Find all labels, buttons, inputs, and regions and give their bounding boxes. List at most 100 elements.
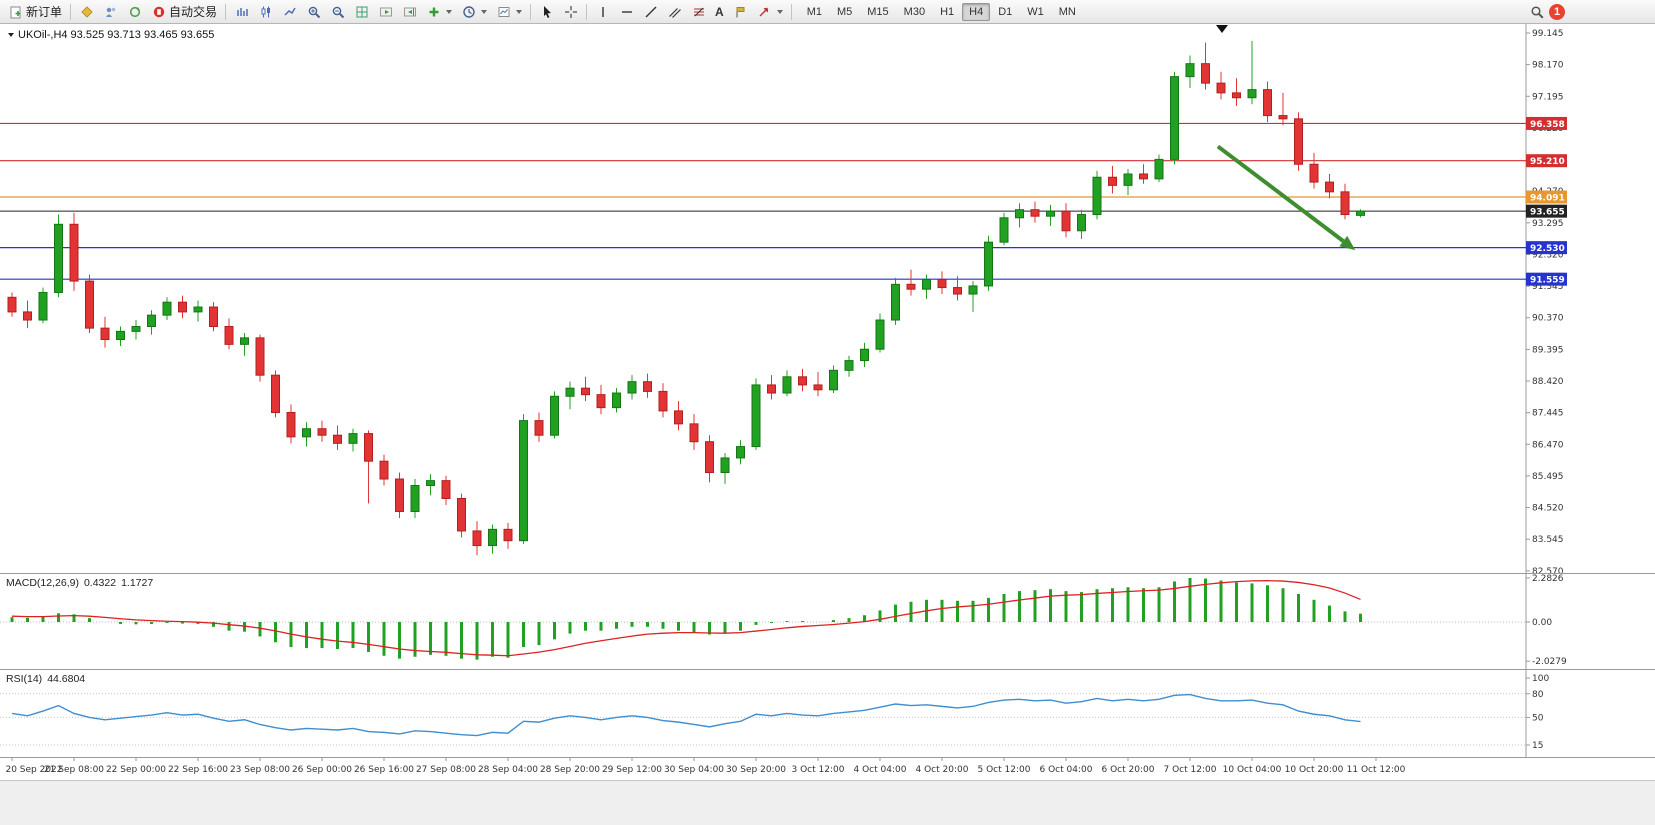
svg-text:0.00: 0.00 [1532,618,1552,628]
zoom-out-button[interactable] [326,2,349,22]
symbol-ohlc-text: UKOil-,H4 93.525 93.713 93.465 93.655 [18,29,215,41]
macd-name: MACD(12,26,9) [6,577,79,589]
tile-windows-icon [354,4,369,19]
timeframe-mn[interactable]: MN [1058,5,1076,18]
new-order-button[interactable]: 新订单 [4,2,66,22]
templates-icon [496,4,511,19]
macd-main-value: 0.4322 [83,577,117,589]
svg-text:90.370: 90.370 [1532,314,1564,324]
trendline-button[interactable] [639,2,662,22]
toolbar-separator [225,3,227,20]
timeframe-h1[interactable]: H1 [940,5,955,18]
svg-text:26 Sep 00:00: 26 Sep 00:00 [292,765,352,775]
horizontal-line-icon [619,4,634,19]
macd-panel[interactable]: 2.2826 0.00 -2.0279 [0,573,1655,669]
svg-text:10 Oct 20:00: 10 Oct 20:00 [1285,765,1344,775]
timeframe-d1[interactable]: D1 [998,5,1013,18]
horizontal-line-button[interactable] [615,2,638,22]
svg-text:83.545: 83.545 [1532,535,1564,545]
toolbar: 新订单 自动交易 A M1 M5 M15 M30 H1 H [0,0,1655,24]
autotrading-icon [151,4,166,19]
timeframe-m30[interactable]: M30 [903,5,926,18]
svg-text:3 Oct 12:00: 3 Oct 12:00 [792,765,845,775]
timeframe-m1[interactable]: M1 [806,5,822,18]
zoom-in-icon [306,4,321,19]
line-chart-button[interactable] [278,2,301,22]
svg-text:6 Oct 20:00: 6 Oct 20:00 [1102,765,1155,775]
periods-clock-icon [461,4,476,19]
fibonacci-button[interactable] [687,2,710,22]
rsi-value: 44.6804 [47,673,86,685]
arrows-button[interactable] [753,2,787,22]
label-flag-icon [733,4,748,19]
macd-label: MACD(12,26,9) 0.4322 1.1727 [6,577,158,589]
svg-text:96.358: 96.358 [1530,120,1565,130]
bar-chart-button[interactable] [230,2,253,22]
channel-icon [667,4,682,19]
svg-text:23 Sep 08:00: 23 Sep 08:00 [230,765,290,775]
chart-shift-icon [402,4,417,19]
toolbar-separator [530,3,532,20]
svg-text:95.210: 95.210 [1530,157,1565,167]
zoom-in-button[interactable] [302,2,325,22]
indicators-button[interactable] [422,2,456,22]
periods-button[interactable] [457,2,491,22]
svg-text:11 Oct 12:00: 11 Oct 12:00 [1347,765,1406,775]
notification-badge[interactable]: 1 [1549,3,1565,20]
chevron-down-icon [481,9,488,14]
vertical-line-button[interactable] [591,2,614,22]
svg-text:20 Sep 2022: 20 Sep 2022 [5,765,62,775]
timeframe-m15[interactable]: M15 [867,5,889,18]
text-icon: A [715,4,724,19]
svg-text:4 Oct 20:00: 4 Oct 20:00 [916,765,969,775]
line-chart-icon [282,4,297,19]
chevron-down-icon [8,33,14,37]
search-button[interactable] [1525,2,1548,22]
templates-button[interactable] [492,2,526,22]
timeframe-m5[interactable]: M5 [836,5,853,18]
svg-text:80: 80 [1532,690,1544,700]
market-watch-button[interactable] [99,2,122,22]
svg-text:-2.0279: -2.0279 [1532,657,1567,667]
svg-text:10 Oct 04:00: 10 Oct 04:00 [1223,765,1282,775]
svg-text:28 Sep 04:00: 28 Sep 04:00 [478,765,538,775]
auto-scroll-button[interactable] [374,2,397,22]
svg-text:21 Sep 08:00: 21 Sep 08:00 [44,765,104,775]
svg-text:2.2826: 2.2826 [1532,574,1564,584]
svg-text:30 Sep 20:00: 30 Sep 20:00 [726,765,786,775]
svg-text:82.570: 82.570 [1532,567,1564,573]
main-chart[interactable]: 99.14598.17097.19596.22095.24594.27093.2… [0,24,1655,573]
autotrading-button[interactable]: 自动交易 [147,2,221,22]
svg-text:26 Sep 16:00: 26 Sep 16:00 [354,765,414,775]
timeframe-h4[interactable]: H4 [962,2,991,21]
chart-shift-button[interactable] [398,2,421,22]
search-icon [1529,4,1544,19]
timeframe-group: M1 M5 M15 M30 H1 H4 D1 W1 MN [800,2,1083,21]
svg-text:50: 50 [1532,713,1544,723]
tile-windows-button[interactable] [350,2,373,22]
svg-text:15: 15 [1532,741,1543,751]
cursor-button[interactable] [535,2,558,22]
text-tool-button[interactable]: A [711,2,728,22]
rsi-name: RSI(14) [6,673,43,685]
refresh-button[interactable] [123,2,146,22]
timeframe-w1[interactable]: W1 [1027,5,1044,18]
svg-text:22 Sep 16:00: 22 Sep 16:00 [168,765,228,775]
autotrading-label: 自动交易 [169,5,218,19]
crosshair-button[interactable] [559,2,582,22]
svg-text:93.655: 93.655 [1530,208,1565,218]
candlestick-button[interactable] [254,2,277,22]
svg-text:7 Oct 12:00: 7 Oct 12:00 [1164,765,1217,775]
rsi-panel[interactable]: 100 80 50 15 [0,669,1655,757]
svg-text:29 Sep 12:00: 29 Sep 12:00 [602,765,662,775]
channel-button[interactable] [663,2,686,22]
svg-text:6 Oct 04:00: 6 Oct 04:00 [1040,765,1093,775]
charts-button[interactable] [75,2,98,22]
svg-text:84.520: 84.520 [1532,504,1564,514]
label-tool-button[interactable] [729,2,752,22]
auto-scroll-icon [378,4,393,19]
indicators-plus-icon [426,4,441,19]
new-order-icon [8,4,23,19]
